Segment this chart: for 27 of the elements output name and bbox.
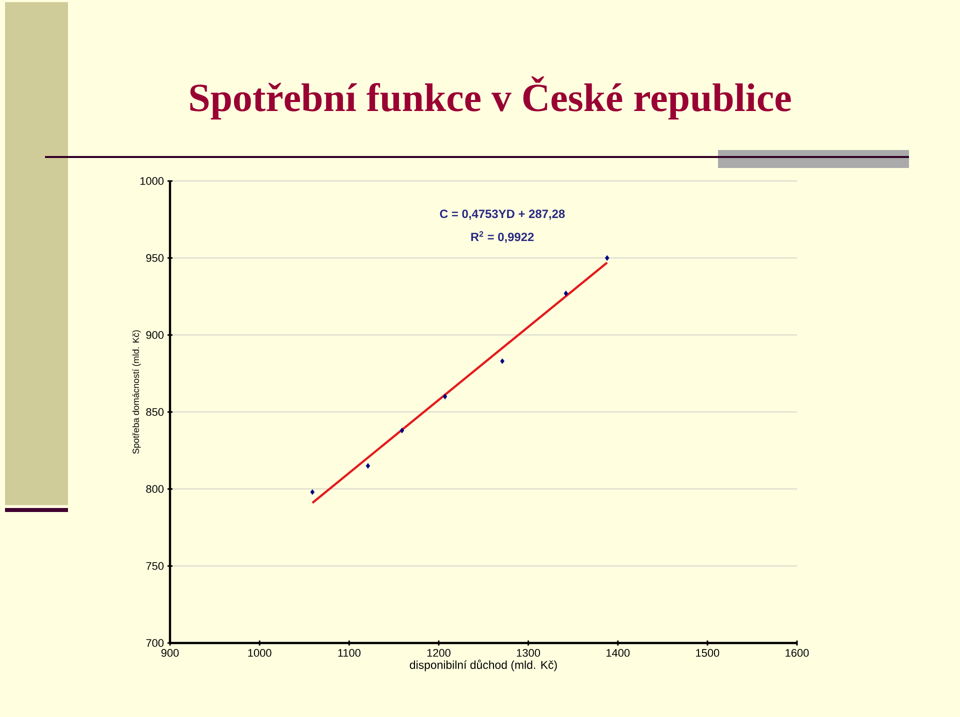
x-tick-label: 900: [161, 649, 179, 657]
annotation: C = 0,4753YD + 287,28: [440, 210, 565, 220]
x-tick-label: 1300: [516, 649, 540, 657]
x-axis-title: disponibilní důchod (mld. Kč): [410, 660, 557, 672]
x-tick-label: 1000: [248, 649, 272, 657]
point: [564, 290, 568, 296]
y-tick-label: 800: [146, 485, 164, 493]
y-tick-label: 850: [146, 408, 164, 416]
x-tick-label: 1500: [696, 649, 720, 657]
point: [400, 428, 404, 434]
point: [604, 255, 610, 261]
y-tick-label: 750: [146, 562, 164, 570]
y-tick-label: 1000: [140, 177, 164, 185]
x-tick-label: 1200: [427, 649, 450, 657]
y-tick-label: 700: [146, 639, 164, 647]
chart-title: Spotřební funkce v České republice: [190, 76, 791, 120]
annotation: R$^{2}$ = 0,9922: [471, 231, 534, 243]
point: [442, 394, 448, 400]
point: [310, 489, 315, 495]
point: [500, 358, 504, 364]
x-tick-label: 1100: [338, 649, 360, 657]
y-axis-title: Spotřeba domácností (mld. Kč): [132, 330, 141, 454]
point: [366, 463, 370, 469]
x-tick-label: 1400: [606, 649, 630, 657]
y-tick-label: 900: [146, 331, 164, 339]
x-tick-label: 1600: [786, 649, 809, 657]
y-tick-label: 950: [146, 254, 164, 262]
